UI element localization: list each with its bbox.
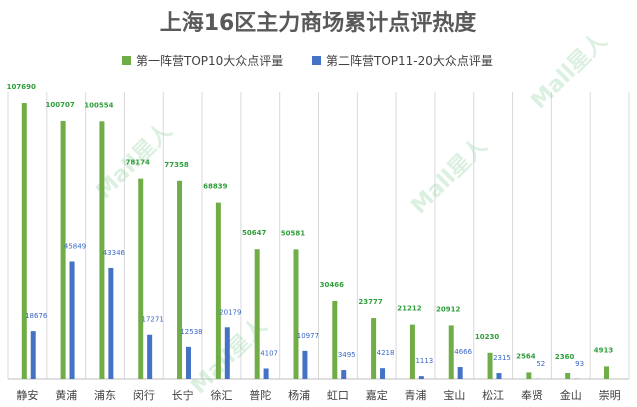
data-label: 50581 bbox=[281, 229, 305, 237]
data-label: 2564 bbox=[516, 352, 536, 360]
bar-series-1 bbox=[526, 372, 532, 379]
category-label: 静安 bbox=[16, 388, 38, 402]
data-label: 4913 bbox=[594, 346, 614, 354]
category-label: 浦东 bbox=[94, 389, 116, 402]
data-label: 107690 bbox=[7, 83, 36, 91]
data-labels: 107690 18676 100707 45849 100554 43346 78174 17… bbox=[7, 83, 614, 368]
category-label: 宝山 bbox=[443, 388, 465, 402]
data-label: 3495 bbox=[338, 351, 356, 359]
data-label: 4218 bbox=[377, 349, 395, 357]
bar-series-2 bbox=[108, 267, 114, 379]
data-label: 2360 bbox=[555, 353, 575, 361]
data-label: 43346 bbox=[103, 249, 126, 257]
category-label: 奉贤 bbox=[521, 388, 543, 402]
data-label: 68839 bbox=[203, 183, 227, 191]
data-label: 50647 bbox=[242, 229, 266, 237]
category-label: 松江 bbox=[482, 388, 504, 402]
bar-series-1 bbox=[99, 121, 105, 379]
data-label: 100554 bbox=[84, 101, 113, 109]
data-label: 93 bbox=[575, 360, 584, 368]
category-label: 杨浦 bbox=[288, 388, 310, 402]
data-label: 77358 bbox=[164, 161, 188, 169]
bar-series-2 bbox=[263, 368, 269, 379]
bar-series-1 bbox=[603, 366, 609, 379]
bar-series-2 bbox=[30, 331, 36, 379]
bar-series-2 bbox=[302, 350, 308, 379]
bar-series-2 bbox=[341, 370, 347, 379]
chart-title: 上海16区主力商场累计点评热度 bbox=[160, 10, 478, 36]
bar-series-1 bbox=[293, 249, 299, 379]
bar-series-1 bbox=[565, 372, 571, 379]
data-label: 21212 bbox=[397, 305, 421, 313]
bar-series-1 bbox=[177, 180, 183, 379]
bar-series-2 bbox=[224, 327, 230, 379]
bar-series-1 bbox=[254, 249, 260, 379]
category-label: 普陀 bbox=[249, 388, 271, 402]
data-label: 78174 bbox=[126, 159, 150, 167]
category-label: 黄浦 bbox=[55, 388, 77, 402]
bar-series-2 bbox=[185, 346, 191, 379]
gridlines bbox=[7, 92, 630, 380]
category-label: 徐汇 bbox=[210, 388, 232, 402]
bars bbox=[21, 103, 609, 380]
bar-series-2 bbox=[380, 368, 386, 379]
bar-series-1 bbox=[332, 300, 338, 379]
legend: 第一阵营TOP10大众点评量 第二阵营TOP11-20大众点评量 bbox=[122, 54, 493, 68]
bar-series-1 bbox=[448, 325, 454, 379]
category-label: 嘉定 bbox=[366, 388, 388, 402]
data-label: 30466 bbox=[320, 281, 344, 289]
data-label: 17271 bbox=[142, 316, 164, 324]
data-label: 52 bbox=[536, 360, 545, 368]
category-label: 虹口 bbox=[327, 389, 349, 402]
category-label: 金山 bbox=[560, 388, 582, 402]
data-label: 10230 bbox=[475, 333, 499, 341]
watermark: Mall星人 bbox=[527, 29, 612, 114]
bar-series-2 bbox=[418, 376, 424, 379]
category-label: 青浦 bbox=[405, 389, 427, 402]
category-labels: 静安 黄浦 浦东 闵行 长宁 徐汇 普陀 杨浦 虹口 嘉定 青浦 宝山 松江 奉贤 金山 崇明 bbox=[16, 388, 620, 402]
legend-swatch-series-1 bbox=[122, 56, 131, 65]
legend-label-series-1: 第一阵营TOP10大众点评量 bbox=[136, 54, 283, 68]
legend-label-series-2: 第二阵营TOP11-20大众点评量 bbox=[326, 54, 493, 68]
bar-series-1 bbox=[371, 318, 377, 379]
data-label: 2315 bbox=[493, 354, 511, 362]
data-label: 4666 bbox=[454, 348, 472, 356]
bar-series-1 bbox=[487, 352, 493, 379]
data-label: 1113 bbox=[415, 357, 433, 365]
data-label: 23777 bbox=[358, 298, 382, 306]
data-label: 100707 bbox=[45, 101, 74, 109]
bar-series-1 bbox=[60, 120, 66, 380]
bar-series-2 bbox=[457, 367, 463, 379]
data-label: 20912 bbox=[436, 305, 460, 313]
bar-series-2 bbox=[69, 261, 75, 379]
data-label: 4107 bbox=[260, 349, 278, 357]
bar-series-2 bbox=[496, 373, 502, 379]
category-label: 闵行 bbox=[133, 388, 155, 402]
data-label: 20179 bbox=[219, 308, 241, 316]
bar-series-2 bbox=[147, 334, 153, 379]
bar-series-1 bbox=[21, 103, 27, 379]
data-label: 45849 bbox=[64, 243, 86, 251]
data-label: 18676 bbox=[25, 312, 48, 320]
data-label: 10977 bbox=[297, 332, 319, 340]
category-label: 崇明 bbox=[599, 389, 621, 402]
legend-swatch-series-2 bbox=[312, 56, 321, 65]
bar-series-1 bbox=[215, 202, 221, 379]
bar-series-1 bbox=[138, 178, 144, 379]
bar-series-1 bbox=[409, 324, 415, 379]
category-label: 长宁 bbox=[172, 388, 194, 402]
data-label: 12538 bbox=[180, 328, 202, 336]
watermarks: Mall星人 Mall星人 Mall星人 Mall星人 bbox=[92, 29, 612, 399]
watermark: Mall星人 bbox=[407, 134, 492, 219]
